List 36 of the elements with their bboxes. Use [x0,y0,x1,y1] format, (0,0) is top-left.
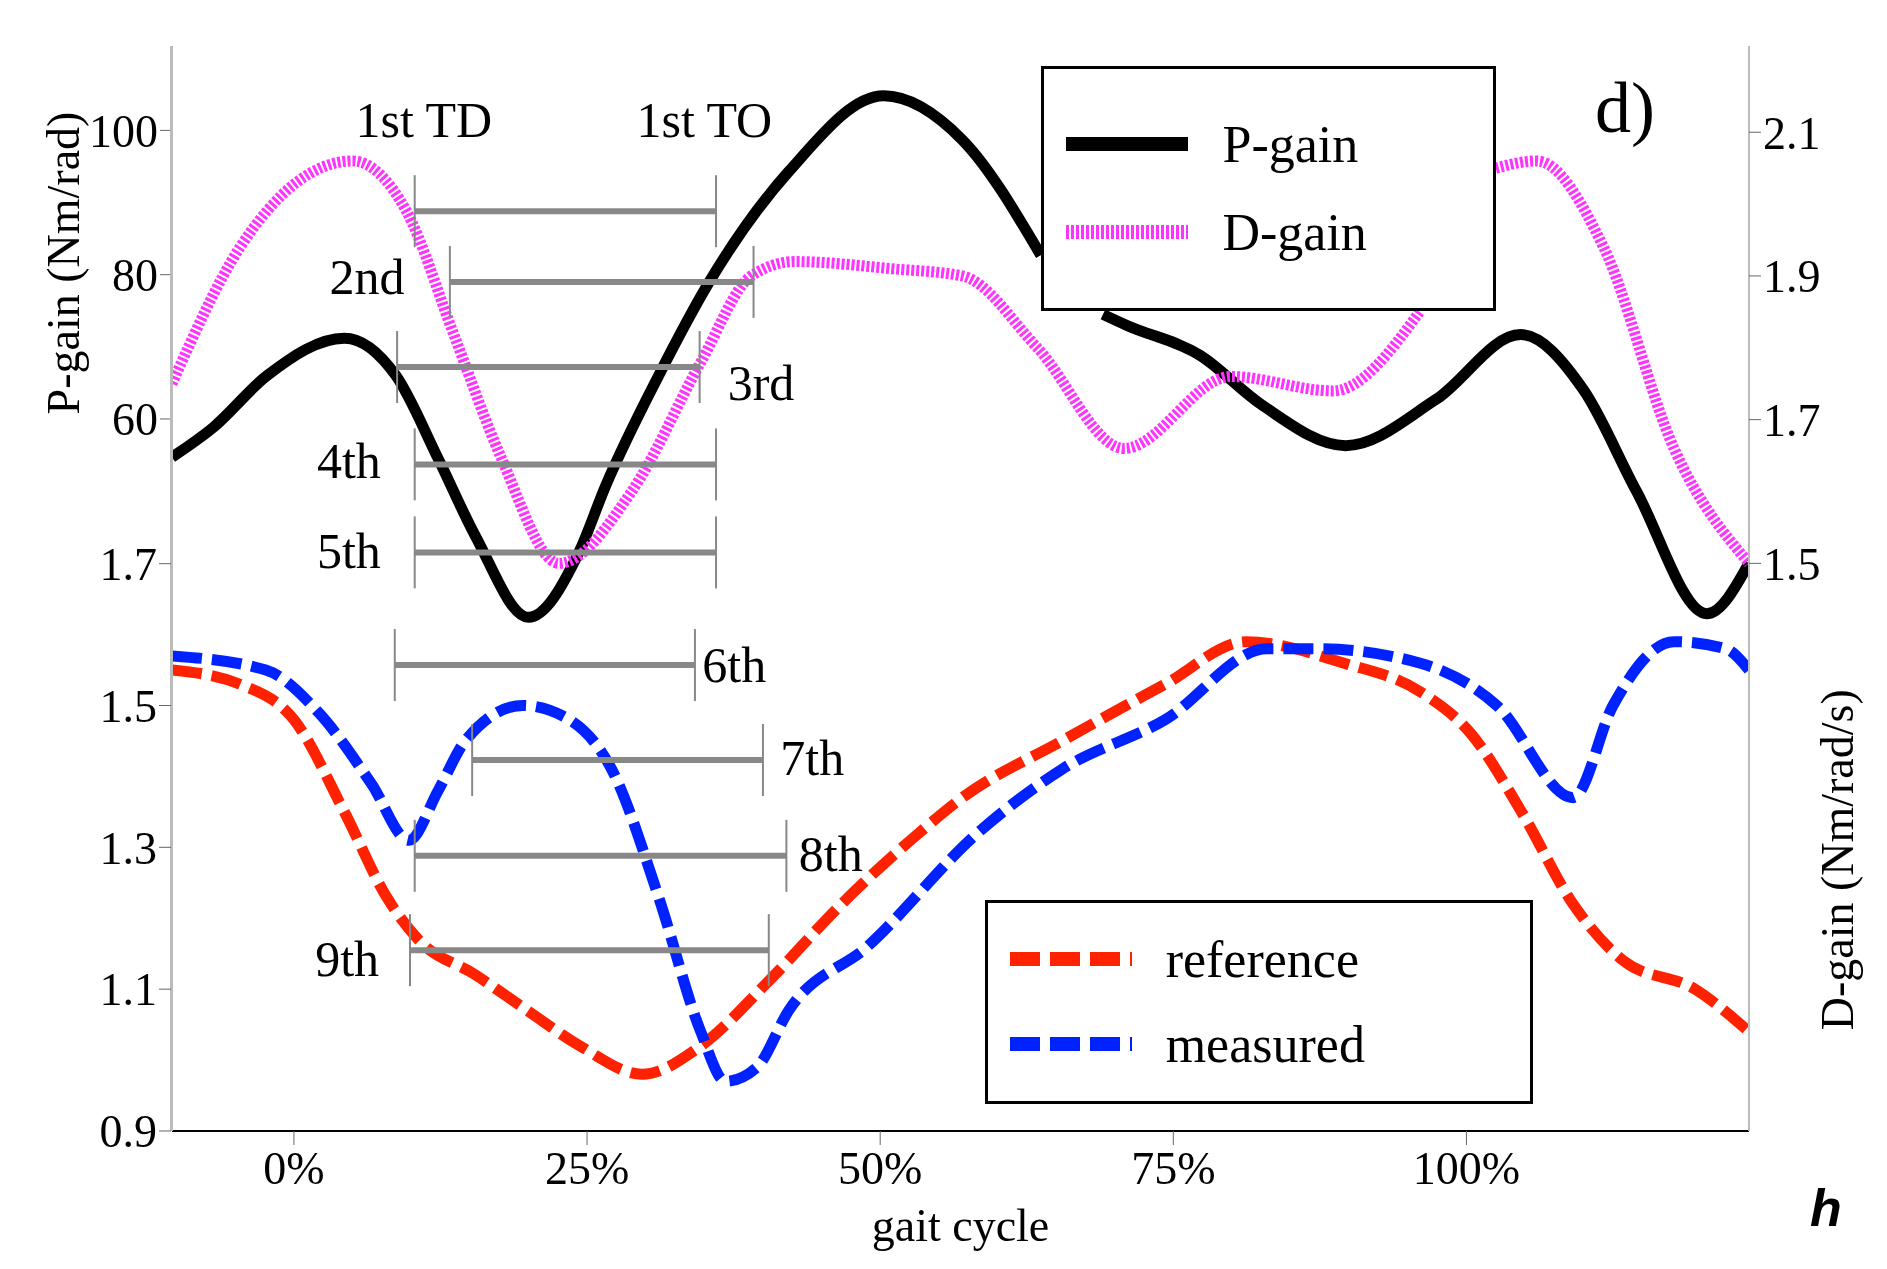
annotation: 7th [780,730,845,787]
y3-tick-label: 1.7 [99,539,157,591]
legend-label: measured [1165,1014,1365,1074]
annotation: 9th [315,931,380,988]
y3-tick-label: 1.1 [99,964,157,1016]
x-axis-title: gait cycle [871,1200,1050,1251]
y3-tick-label: 1.5 [99,680,157,732]
annotation: d) [1595,68,1655,148]
annotation: 3rd [727,355,795,412]
legend-label: P-gain [1222,114,1359,174]
y2-tick-label: 1.5 [1763,538,1821,590]
y-tick-label: 80 [112,250,158,302]
y-axis-title: P-gain (Nm/rad) [37,111,89,415]
y2-tick-label: 1.7 [1763,394,1821,446]
y2-tick-label: 1.9 [1763,251,1821,303]
text: h [1810,1179,1842,1237]
y-tick-label: 100 [89,105,158,157]
annotation: 1st TO [636,92,773,149]
annotation: 5th [316,523,381,580]
annotation: 1st TD [355,92,493,149]
y2-axis-title: D-gain (Nm/rad/s) [1811,689,1863,1031]
y3-tick-label: 1.3 [99,822,157,874]
x-tick-label: 75% [1131,1142,1216,1194]
x-tick-label: 100% [1412,1142,1521,1194]
annotation: 2nd [329,248,405,305]
annotation: 8th [798,825,863,882]
y2-tick-label: 2.1 [1763,107,1821,159]
y-tick-label: 60 [112,394,158,446]
x-tick-label: 25% [544,1142,630,1194]
annotation: 4th [316,433,381,490]
annotation: 6th [702,636,767,693]
legend-label: D-gain [1222,202,1367,262]
y3-tick-label: 0.9 [99,1106,157,1158]
x-tick-label: 50% [838,1142,923,1194]
legend-label: reference [1165,929,1360,989]
x-tick-label: 0% [263,1142,325,1194]
